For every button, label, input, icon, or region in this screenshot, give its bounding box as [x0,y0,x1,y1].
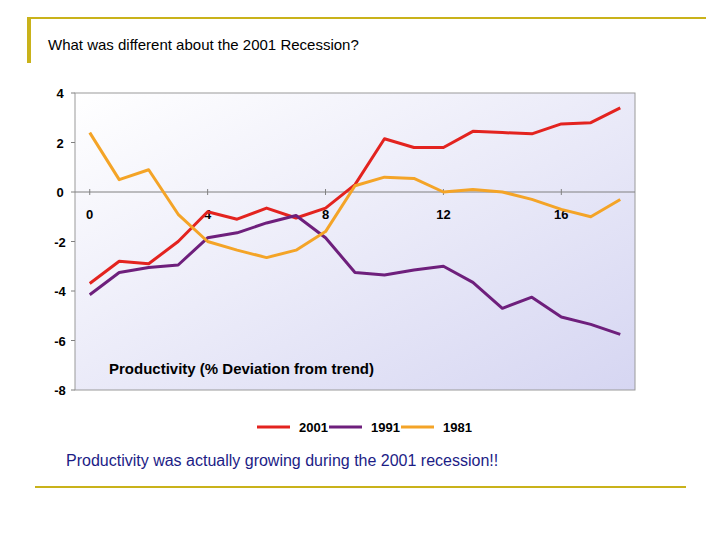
series-group [90,108,621,334]
legend-label: 1981 [443,420,472,435]
y-tick [71,93,75,94]
legend-label: 1991 [371,420,400,435]
caption: Productivity was actually growing during… [66,452,498,469]
accent-bar [27,17,31,63]
y-tick-label: 0 [56,185,63,200]
legend-label: 2001 [299,420,328,435]
y-tick-label: -2 [54,235,66,250]
x-tick-label: 12 [436,207,450,222]
x-tick [89,189,90,195]
series-line [90,108,621,284]
x-tick [207,189,208,195]
x-tick-label: 0 [86,207,93,222]
top-rule [27,17,706,19]
plot-area [75,93,635,390]
title: What was different about the 2001 Recess… [48,36,359,53]
y-tick [71,340,75,341]
x-axis [75,192,635,193]
y-tick [71,291,75,292]
legend-swatch [257,426,290,429]
legend-swatch [401,426,434,429]
y-tick-label: -8 [54,383,66,398]
bottom-rule [35,486,686,488]
slide: What was different about the 2001 Recess… [0,0,720,540]
x-tick [561,189,562,195]
y-tick-label: -4 [54,284,66,299]
y-tick-label: -6 [54,334,66,349]
y-tick [71,390,75,391]
series-line [90,216,621,335]
y-tick [71,241,75,242]
y-tick [71,142,75,143]
legend-swatch [329,426,362,429]
x-tick [325,189,326,195]
y-tick-label: 2 [56,136,63,151]
y-tick [71,192,75,193]
y-tick-label: 4 [56,86,64,101]
plot-annotation: Productivity (% Deviation from trend) [109,360,374,377]
series-line [90,133,621,258]
